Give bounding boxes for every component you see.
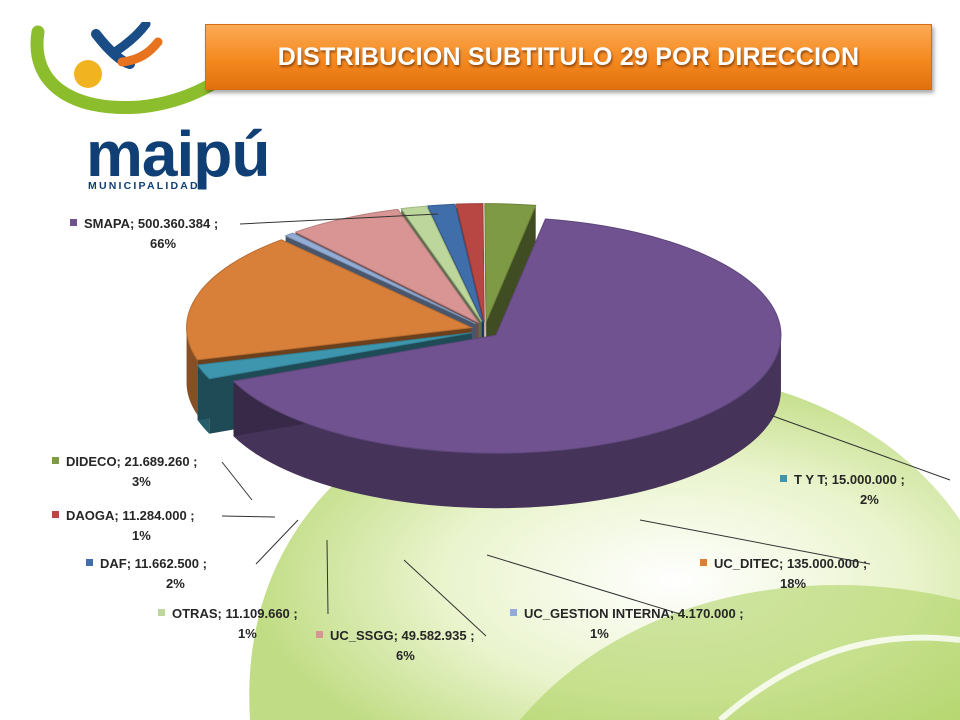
slice-percent: 1% — [590, 626, 609, 641]
data-label-otras: OTRAS; 11.109.660 ; 1% — [158, 539, 329, 641]
legend-swatch — [52, 457, 59, 464]
data-label-uc-ditec: UC_DITEC; 135.000.000 ; 18% — [639, 519, 871, 591]
slice-label: UC_DITEC; 135.000.000 ; — [714, 556, 867, 571]
legend-swatch — [316, 631, 323, 638]
slice-top — [427, 203, 484, 322]
slice-percent: 1% — [238, 626, 257, 641]
slice-label: DAF; 11.662.500 ; — [100, 556, 207, 571]
logo-tagline: MUNICIPALIDAD — [88, 180, 200, 192]
pie-slice-smapa — [232, 218, 782, 509]
slice-label: OTRAS; 11.109.660 ; — [172, 606, 298, 621]
legend-swatch — [700, 559, 707, 566]
slice-label: UC_SSGG; 49.582.935 ; — [330, 628, 475, 643]
legend-swatch — [70, 219, 77, 226]
slice-percent: 2% — [860, 492, 879, 507]
slice-top — [186, 239, 474, 361]
leader-line — [486, 554, 681, 615]
leader-line — [221, 461, 253, 501]
slice-percent: 2% — [166, 576, 185, 591]
legend-swatch — [780, 475, 787, 482]
logo-wordmark: maipú — [86, 118, 270, 190]
leader-line — [326, 539, 329, 615]
data-label-daoga: DAOGA; 11.284.000 ; 1% — [52, 508, 276, 543]
slice-label: DIDECO; 21.689.260 ; — [66, 454, 198, 469]
legend-swatch — [510, 609, 517, 616]
slice-percent: 3% — [132, 474, 151, 489]
legend-swatch — [52, 511, 59, 518]
slice-label: SMAPA; 500.360.384 ; — [84, 216, 218, 231]
slice-label: DAOGA; 11.284.000 ; — [66, 508, 195, 523]
slice-percent: 18% — [780, 576, 806, 591]
leader-line — [221, 515, 276, 518]
leader-line — [239, 213, 439, 225]
data-label-daf: DAF; 11.662.500 ; 2% — [86, 519, 299, 591]
legend-swatch — [158, 609, 165, 616]
leader-line — [403, 559, 487, 637]
data-label-uc-gestion-interna: UC_GESTION INTERNA; 4.170.000 ; 1% — [486, 554, 744, 641]
slice-percent: 6% — [396, 648, 415, 663]
title-banner: DISTRIBUCION SUBTITULO 29 POR DIRECCION — [205, 24, 932, 90]
leader-line — [255, 519, 299, 565]
data-label-dideco: DIDECO; 21.689.260 ; 3% — [52, 454, 253, 501]
leader-line — [769, 414, 951, 481]
data-label-uc-ssgg: UC_SSGG; 49.582.935 ; 6% — [316, 559, 487, 663]
slice-top — [232, 218, 782, 454]
slice-label: T Y T; 15.000.000 ; — [794, 472, 905, 487]
slice-percent: 1% — [132, 528, 151, 543]
slice-top — [455, 203, 485, 322]
slice-top — [196, 332, 472, 380]
slice-label: UC_GESTION INTERNA; 4.170.000 ; — [524, 606, 744, 621]
slice-percent: 66% — [150, 236, 176, 251]
slice-side-wall — [186, 327, 198, 415]
legend-swatch — [86, 559, 93, 566]
slice-top — [484, 203, 537, 322]
data-label-smapa: SMAPA; 500.360.384 ; 66% — [70, 213, 439, 251]
data-label-t-y-t: T Y T; 15.000.000 ; 2% — [769, 414, 951, 507]
slice-top — [400, 205, 483, 323]
leader-line — [639, 519, 871, 565]
maipu-logo: maipú MUNICIPALIDAD — [30, 22, 270, 192]
slice-top — [284, 232, 477, 325]
page-title: DISTRIBUCION SUBTITULO 29 POR DIRECCION — [277, 42, 860, 71]
slice-side-wall — [233, 335, 781, 509]
